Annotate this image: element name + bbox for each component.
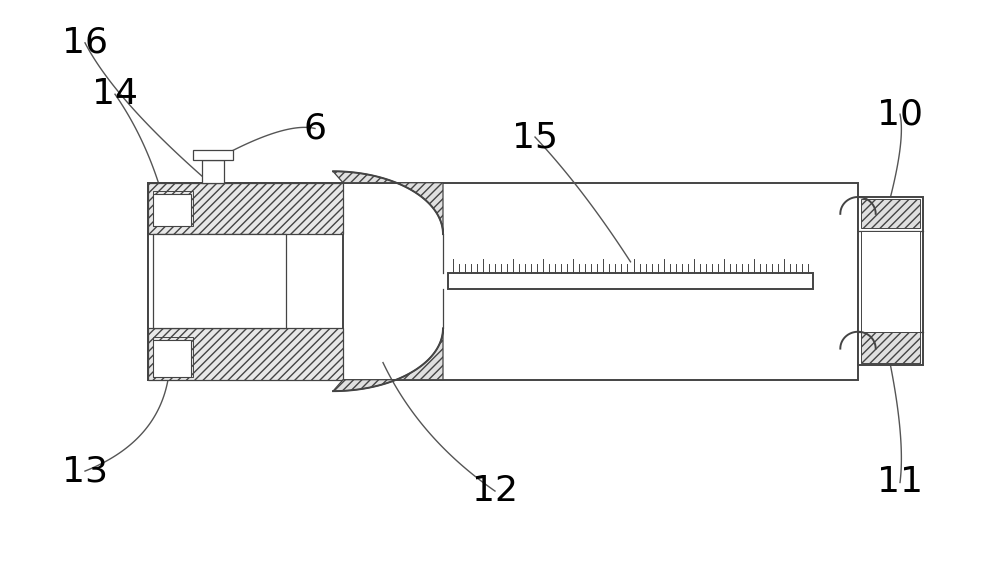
Text: 6: 6 <box>304 111 326 146</box>
Bar <box>861 231 920 332</box>
Bar <box>153 340 191 377</box>
Bar <box>153 194 191 226</box>
Bar <box>861 199 920 228</box>
Polygon shape <box>333 328 443 391</box>
Text: 10: 10 <box>877 97 923 131</box>
Text: 13: 13 <box>62 454 108 488</box>
Polygon shape <box>333 171 443 234</box>
Bar <box>153 337 193 377</box>
Text: 15: 15 <box>512 120 558 154</box>
Bar <box>148 183 343 380</box>
Bar <box>861 332 920 363</box>
Bar <box>148 183 858 380</box>
Bar <box>148 183 343 234</box>
Text: 16: 16 <box>62 26 108 60</box>
Bar <box>858 197 923 365</box>
Text: 11: 11 <box>877 465 923 500</box>
Bar <box>202 160 224 183</box>
Text: 14: 14 <box>92 77 138 111</box>
Bar <box>148 328 343 380</box>
Bar <box>153 234 286 328</box>
Bar <box>193 150 233 160</box>
Text: 12: 12 <box>472 474 518 508</box>
Bar <box>153 191 193 226</box>
Bar <box>448 273 813 289</box>
